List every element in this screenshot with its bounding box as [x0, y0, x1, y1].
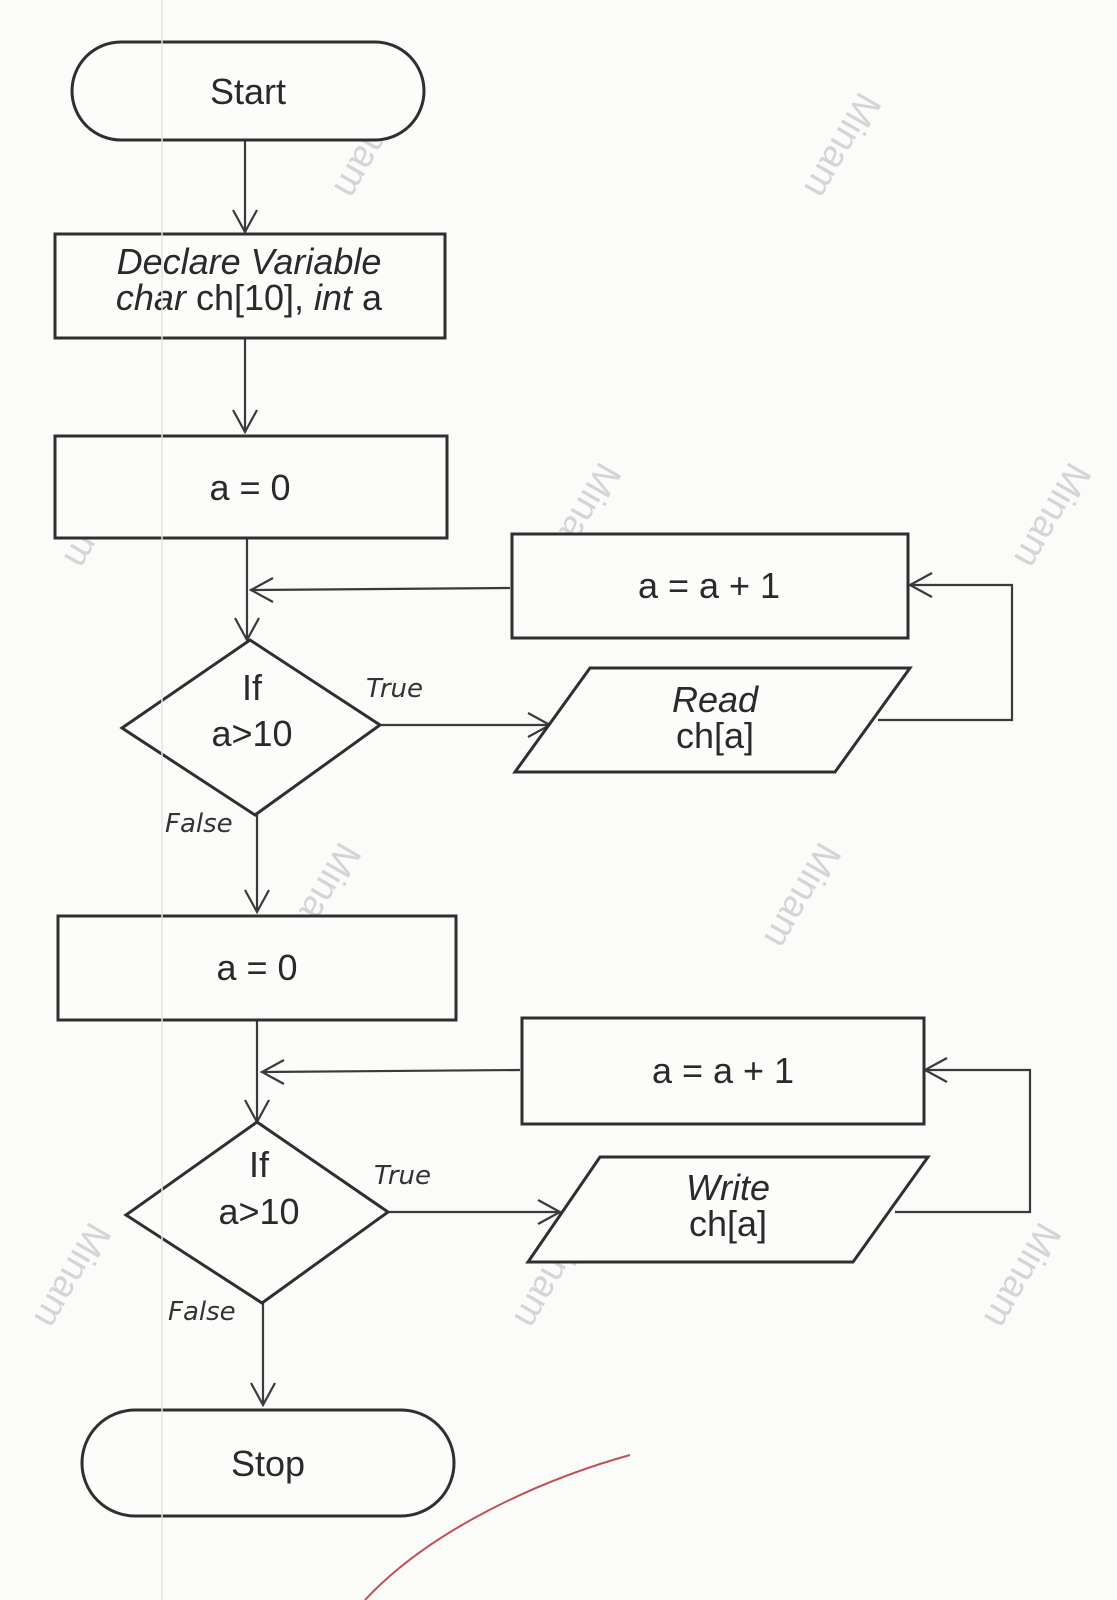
cond2-label-line2: a>10: [218, 1191, 299, 1232]
node-read: Read ch[a]: [512, 666, 913, 774]
declare-label-line2: char ch[10], int a: [116, 277, 383, 318]
inc2-label: a = a + 1: [652, 1050, 794, 1091]
watermark: Minam: [1005, 456, 1098, 576]
node-write: Write ch[a]: [525, 1155, 931, 1264]
arrowhead: [259, 1059, 285, 1085]
node-init-1: a = 0: [53, 434, 449, 540]
read-label-line2: ch[a]: [676, 715, 754, 756]
init1-label: a = 0: [209, 467, 290, 508]
cond1-label-line2: a>10: [211, 713, 292, 754]
watermark: Minam: [25, 1216, 118, 1336]
node-start: Start: [70, 40, 426, 142]
connectors: [232, 140, 1032, 1408]
stop-label: Stop: [231, 1443, 305, 1484]
edge-label-true-1: True: [366, 674, 423, 704]
watermark: Minam: [795, 86, 888, 206]
node-stop: Stop: [80, 1408, 456, 1518]
arrowhead: [232, 209, 258, 235]
cond2-label-line1: If: [249, 1144, 270, 1185]
inc1-label: a = a + 1: [638, 565, 780, 606]
edge-label-false-2: False: [168, 1297, 236, 1327]
init2-label: a = 0: [216, 947, 297, 988]
arrowhead: [537, 1199, 563, 1225]
arrowhead: [250, 1382, 276, 1408]
edge-inc1-merge: [249, 586, 511, 592]
edge-write-inc2: [895, 1068, 1032, 1214]
node-condition-2: If a>10: [123, 1120, 391, 1305]
write-label-line2: ch[a]: [689, 1203, 767, 1244]
node-condition-1: If a>10: [119, 638, 383, 817]
arrowhead: [234, 617, 260, 643]
read-label-line1: Read: [672, 679, 759, 720]
node-init-2: a = 0: [56, 914, 458, 1022]
watermark: Minam: [975, 1216, 1068, 1336]
declare-label-line1: Declare Variable: [117, 241, 382, 282]
edge-label-false-1: False: [165, 809, 233, 839]
node-declare: Declare Variable char ch[10], int a: [53, 232, 447, 340]
arrowhead: [244, 889, 270, 915]
edge-inc2-merge: [261, 1068, 521, 1074]
cond1-label-line1: If: [242, 667, 263, 708]
arrowhead: [232, 409, 258, 435]
edge-label-true-2: True: [374, 1161, 431, 1191]
write-label-line1: Write: [686, 1167, 770, 1208]
node-increment-1: a = a + 1: [510, 532, 910, 640]
start-label: Start: [210, 71, 286, 112]
node-increment-2: a = a + 1: [520, 1016, 926, 1126]
watermark: Minam: [755, 836, 848, 956]
edge-read-inc1: [878, 583, 1014, 722]
pen-mark: [364, 1454, 631, 1600]
arrowhead: [907, 572, 933, 598]
arrowhead: [248, 577, 274, 603]
